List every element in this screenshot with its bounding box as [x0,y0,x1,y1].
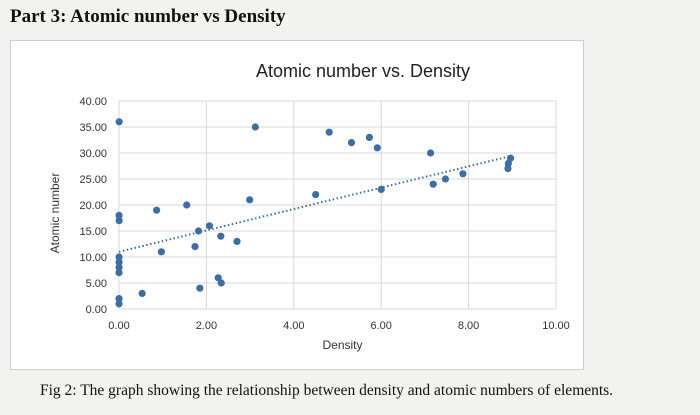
data-point [377,185,385,193]
data-point [312,191,320,199]
chart-title: Atomic number vs. Density [256,61,470,81]
data-point [183,201,191,209]
data-point [429,180,437,188]
data-point [426,149,435,157]
data-point [115,217,123,225]
scatter-chart: Atomic number vs. Density 0.00 5.00 10.00 1… [48,61,570,352]
data-point [196,284,204,292]
figure-caption: Fig 2: The graph showing the relationshi… [40,382,614,399]
data-point [347,139,356,147]
chart-frame: Atomic number vs. Density 0.00 5.00 10.00 1… [10,40,584,370]
x-tick-labels: 0.00 2.00 4.00 6.00 8.00 10.00 [108,320,569,332]
data-point [115,211,123,219]
y-tick-label: 25.00 [79,174,107,186]
data-point [152,206,161,214]
page-heading: Part 3: Atomic number vs Density [10,6,286,27]
data-points [115,118,515,308]
data-point [115,269,123,277]
trendline-group [118,154,513,253]
trendline [118,154,513,253]
data-point [115,118,123,126]
data-point [214,274,222,282]
x-tick-label: 2.00 [196,320,217,332]
y-tick-label: 0.00 [86,304,107,316]
y-tick-label: 40.00 [79,96,107,108]
x-axis-label: Density [322,338,362,352]
x-tick-label: 6.00 [370,320,391,332]
data-point [115,253,123,261]
y-tick-label: 30.00 [79,148,107,160]
y-tick-label: 20.00 [79,200,107,212]
y-tick-label: 35.00 [79,122,107,134]
data-point [157,248,165,256]
data-point [205,222,214,230]
data-point [506,154,515,162]
gridlines [118,100,557,310]
data-point [441,175,450,183]
y-tick-label: 15.00 [79,226,107,238]
x-tick-label: 4.00 [283,320,304,332]
data-point [325,128,333,136]
data-point [138,289,146,297]
data-point [373,144,381,152]
y-tick-labels: 0.00 5.00 10.00 15.00 20.00 25.00 30.00 35.00 40… [79,96,107,316]
data-point [246,196,254,204]
data-point [115,300,123,308]
data-point [233,237,241,245]
data-point [217,279,225,287]
x-tick-label: 0.00 [108,320,129,332]
data-point [365,133,374,141]
data-point [115,263,123,271]
x-tick-label: 8.00 [458,320,479,332]
data-point [217,232,225,240]
data-point [251,123,259,131]
data-point [191,243,199,251]
data-point [504,165,512,173]
data-point [115,295,123,303]
data-point [194,227,203,235]
y-axis-label: Atomic number [48,173,62,254]
data-point [459,170,467,178]
data-point [115,258,123,266]
y-tick-label: 10.00 [79,252,107,264]
y-tick-label: 5.00 [86,278,107,290]
x-tick-label: 10.00 [542,320,570,332]
